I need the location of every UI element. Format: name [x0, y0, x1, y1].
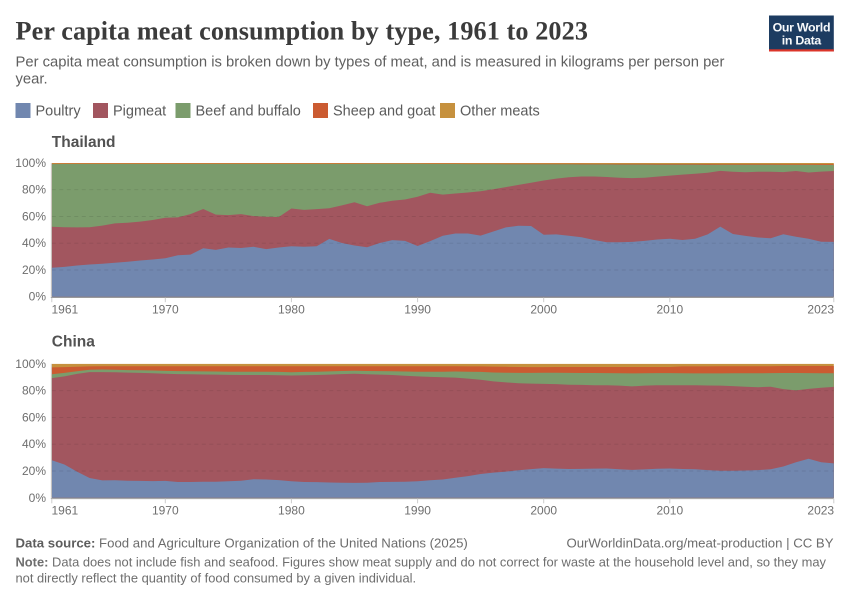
svg-text:80%: 80% [22, 183, 46, 197]
svg-text:Data source: Food and Agricult: Data source: Food and Agriculture Organi… [16, 536, 468, 551]
svg-text:2000: 2000 [530, 303, 557, 317]
svg-text:20%: 20% [22, 263, 46, 277]
svg-text:year.: year. [16, 72, 48, 88]
svg-text:Pigmeat: Pigmeat [113, 104, 166, 120]
svg-text:1980: 1980 [278, 303, 305, 317]
svg-text:100%: 100% [15, 156, 46, 170]
svg-text:1970: 1970 [152, 504, 179, 518]
svg-text:1961: 1961 [52, 504, 79, 518]
svg-text:Per capita meat consumption is: Per capita meat consumption is broken do… [16, 55, 725, 71]
svg-text:80%: 80% [22, 384, 46, 398]
svg-text:40%: 40% [22, 437, 46, 451]
svg-text:2023: 2023 [807, 504, 834, 518]
svg-text:Per capita meat consumption by: Per capita meat consumption by type, 196… [16, 17, 589, 46]
svg-text:Our World: Our World [773, 20, 831, 34]
svg-text:1961: 1961 [52, 303, 79, 317]
svg-text:20%: 20% [22, 464, 46, 478]
svg-text:100%: 100% [15, 357, 46, 371]
svg-text:2010: 2010 [656, 303, 683, 317]
svg-text:1990: 1990 [404, 303, 431, 317]
svg-text:Thailand: Thailand [52, 134, 116, 151]
svg-text:0%: 0% [29, 491, 47, 505]
svg-text:60%: 60% [22, 411, 46, 425]
svg-text:1990: 1990 [404, 504, 431, 518]
svg-text:Beef and buffalo: Beef and buffalo [196, 104, 301, 120]
svg-text:Poultry: Poultry [36, 104, 82, 120]
svg-text:2010: 2010 [656, 504, 683, 518]
svg-text:in Data: in Data [782, 34, 822, 48]
svg-text:OurWorldinData.org/meat-produc: OurWorldinData.org/meat-production | CC … [566, 536, 833, 551]
svg-text:1980: 1980 [278, 504, 305, 518]
svg-text:40%: 40% [22, 236, 46, 250]
svg-text:China: China [52, 334, 95, 351]
svg-text:0%: 0% [29, 290, 47, 304]
svg-text:Other meats: Other meats [460, 104, 540, 120]
svg-text:2023: 2023 [807, 303, 834, 317]
svg-text:1970: 1970 [152, 303, 179, 317]
svg-text:not directly reflect the quant: not directly reflect the quantity of foo… [16, 571, 417, 586]
svg-text:60%: 60% [22, 210, 46, 224]
svg-text:2000: 2000 [530, 504, 557, 518]
svg-text:Sheep and goat: Sheep and goat [333, 104, 435, 120]
svg-text:Note: Data does not include fi: Note: Data does not include fish and sea… [16, 555, 827, 570]
